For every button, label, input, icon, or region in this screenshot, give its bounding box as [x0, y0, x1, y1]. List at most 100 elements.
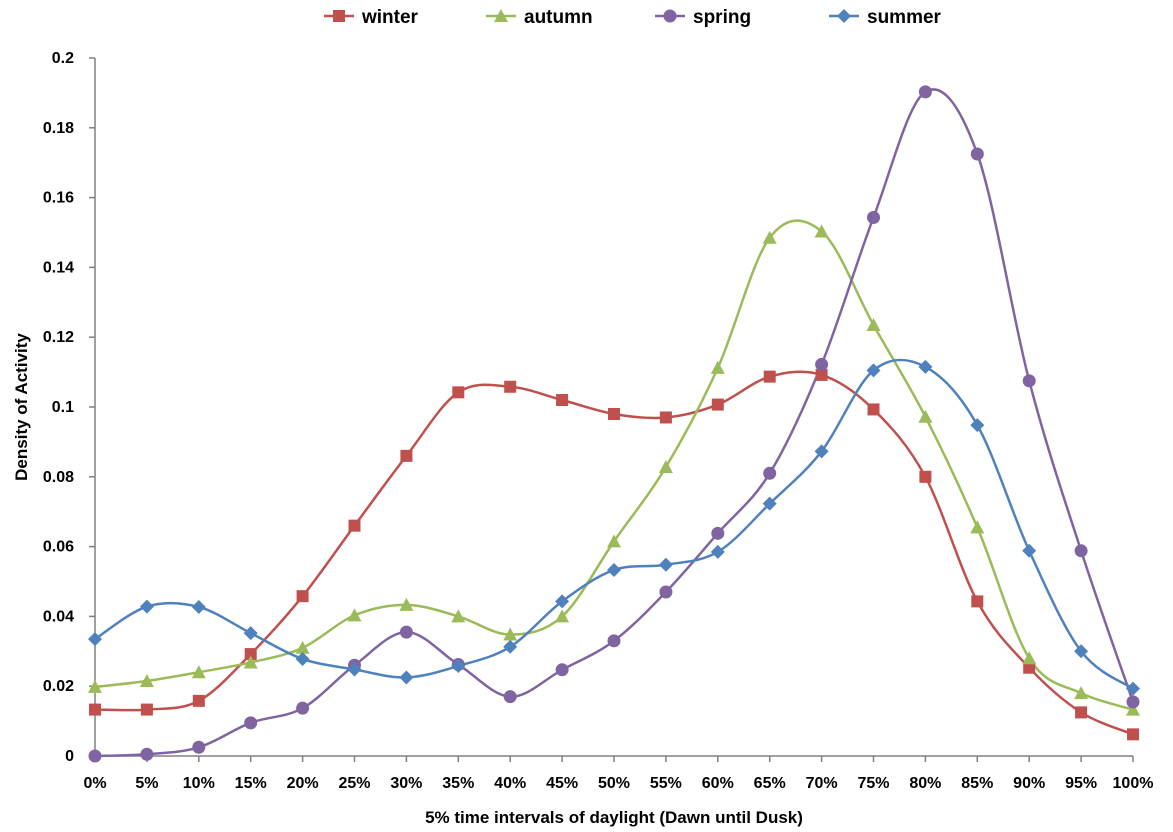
data-point-spring — [1022, 374, 1036, 388]
data-point-autumn — [1126, 702, 1140, 716]
data-point-autumn — [295, 640, 310, 654]
data-point-spring — [244, 716, 258, 730]
data-point-winter — [867, 403, 880, 416]
data-point-winter — [348, 519, 361, 532]
data-point-summer — [503, 639, 518, 654]
x-tick-label: 80% — [909, 775, 941, 792]
x-tick-label: 30% — [390, 775, 422, 792]
data-point-winter — [919, 470, 932, 483]
data-point-spring — [970, 147, 984, 161]
data-point-summer — [555, 594, 570, 609]
data-point-spring — [1126, 695, 1140, 709]
data-point-winter — [452, 386, 465, 399]
data-point-summer — [607, 562, 621, 577]
x-tick-label: 100% — [1113, 775, 1154, 792]
x-tick-label: 25% — [338, 775, 370, 792]
data-point-spring — [503, 690, 517, 704]
data-point-autumn — [970, 520, 985, 534]
x-tick-label: 5% — [135, 775, 158, 792]
data-point-autumn — [918, 409, 933, 423]
data-point-autumn — [139, 673, 154, 687]
data-point-winter — [971, 595, 984, 608]
y-tick-label: 0.08 — [43, 469, 74, 486]
data-point-winter — [89, 703, 101, 716]
data-point-autumn — [710, 360, 725, 374]
data-point-winter — [244, 648, 257, 661]
data-point-autumn — [1074, 686, 1089, 700]
data-point-autumn — [191, 665, 206, 679]
data-point-summer — [866, 363, 881, 378]
data-point-spring — [659, 585, 673, 599]
x-tick-label: 60% — [702, 775, 734, 792]
legend: winter autumn spring summer — [324, 7, 942, 28]
y-tick-label: 0.18 — [43, 120, 74, 137]
data-point-autumn — [762, 230, 777, 244]
data-point-winter — [711, 398, 724, 411]
data-point-winter — [504, 380, 517, 393]
data-point-spring — [1074, 544, 1088, 558]
x-tick-label: 70% — [806, 775, 838, 792]
data-point-winter — [1075, 706, 1088, 719]
x-tick-label: 0% — [83, 775, 106, 792]
data-point-spring — [711, 526, 725, 540]
data-point-autumn — [503, 627, 518, 641]
data-point-summer — [191, 599, 206, 614]
y-axis-title: Density of Activity — [12, 333, 31, 481]
data-point-autumn — [347, 608, 362, 622]
data-point-spring — [296, 701, 310, 715]
data-point-spring — [918, 85, 932, 99]
y-tick-label: 0 — [65, 748, 74, 765]
data-point-winter — [1023, 661, 1036, 674]
data-point-spring — [867, 210, 880, 224]
x-tick-label: 55% — [650, 775, 682, 792]
data-point-summer — [814, 444, 829, 459]
x-tick-label: 10% — [183, 775, 215, 792]
data-point-winter — [400, 449, 413, 462]
data-point-summer — [88, 632, 102, 647]
data-point-autumn — [1022, 651, 1037, 665]
data-point-autumn — [607, 534, 621, 548]
data-point-winter — [608, 407, 620, 420]
legend-marker-autumn — [494, 9, 508, 22]
x-tick-label: 20% — [287, 775, 319, 792]
data-point-autumn — [399, 597, 414, 611]
data-point-summer — [243, 626, 258, 641]
data-point-autumn — [88, 679, 102, 693]
data-point-autumn — [243, 655, 258, 669]
data-point-winter — [815, 368, 828, 381]
y-tick-label: 0.04 — [43, 608, 74, 625]
x-tick-label: 85% — [961, 775, 993, 792]
data-point-summer — [1022, 543, 1037, 558]
data-point-winter — [1127, 728, 1139, 741]
data-point-autumn — [555, 609, 570, 623]
data-point-autumn — [658, 460, 673, 474]
x-tick-label: 90% — [1013, 775, 1045, 792]
data-point-summer — [451, 658, 466, 673]
data-point-autumn — [451, 609, 466, 623]
axes: 0 0.02 0.04 0.06 0.08 0.1 0.12 0.14 0.16 0.18 0.2 0… — [43, 50, 1154, 792]
data-point-autumn — [814, 224, 829, 238]
data-point-summer — [710, 544, 725, 559]
x-tick-label: 65% — [754, 775, 786, 792]
y-tick-label: 0.14 — [43, 259, 74, 276]
data-point-spring — [815, 357, 829, 371]
data-point-summer — [762, 496, 777, 511]
legend-label-winter: winter — [361, 7, 419, 28]
data-point-summer — [399, 670, 414, 685]
x-tick-label: 75% — [857, 775, 889, 792]
legend-marker-spring — [663, 9, 677, 23]
y-tick-label: 0.16 — [43, 190, 74, 207]
data-point-summer — [918, 359, 933, 374]
data-point-summer — [970, 418, 985, 433]
y-tick-label: 0.02 — [43, 678, 74, 695]
y-tick-label: 0.06 — [43, 539, 74, 556]
series-line-summer — [94, 358, 1134, 690]
data-point-spring — [88, 749, 102, 763]
data-point-spring — [607, 634, 621, 648]
y-tick-label: 0.12 — [43, 329, 74, 346]
data-point-summer — [658, 557, 673, 572]
y-tick-label: 0.1 — [52, 399, 74, 416]
legend-label-spring: spring — [693, 7, 751, 28]
